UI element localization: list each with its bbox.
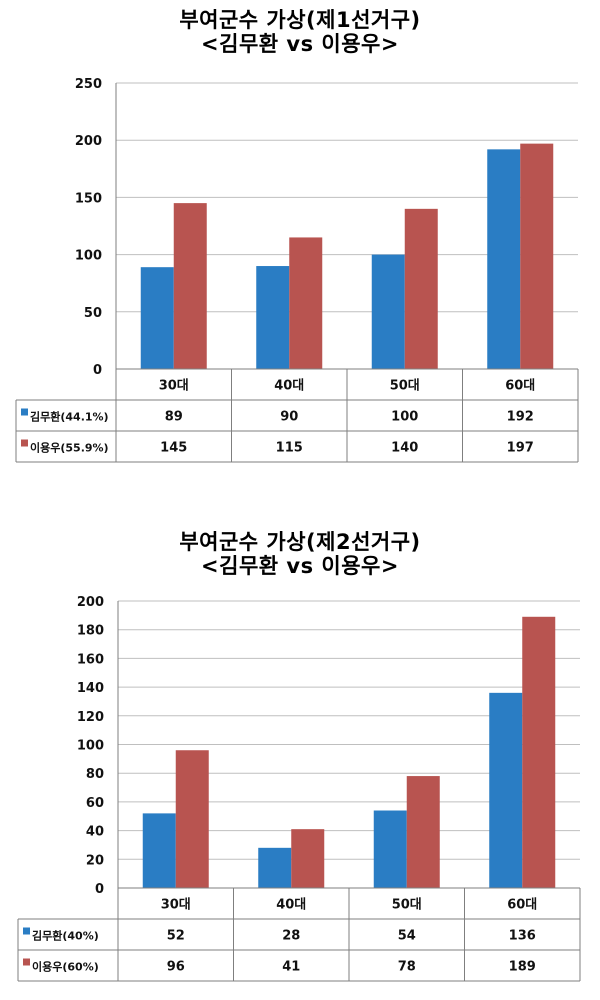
bar-series2 bbox=[406, 776, 440, 888]
category-label: 30대 bbox=[161, 898, 191, 913]
bar-series2 bbox=[522, 616, 556, 888]
y-tick-label: 150 bbox=[75, 191, 102, 206]
bar-series2 bbox=[520, 143, 554, 369]
bar-series2 bbox=[404, 208, 438, 369]
bar-series1 bbox=[140, 267, 174, 369]
data-table-value: 78 bbox=[398, 960, 416, 975]
bar-series1 bbox=[256, 266, 290, 369]
category-label: 60대 bbox=[505, 379, 535, 394]
data-table-value: 41 bbox=[282, 960, 300, 975]
bar-series1 bbox=[489, 692, 523, 888]
data-table-value: 28 bbox=[282, 929, 300, 944]
data-table-value: 197 bbox=[507, 441, 534, 456]
y-tick-label: 0 bbox=[93, 363, 102, 378]
data-table-value: 96 bbox=[167, 960, 185, 975]
y-tick-label: 20 bbox=[86, 853, 104, 868]
y-tick-label: 50 bbox=[84, 306, 102, 321]
bar-series2 bbox=[175, 750, 209, 888]
y-tick-label: 100 bbox=[77, 739, 104, 754]
category-label: 50대 bbox=[392, 898, 422, 913]
data-table-value: 89 bbox=[165, 410, 183, 425]
category-label: 40대 bbox=[276, 898, 306, 913]
y-tick-label: 200 bbox=[77, 595, 104, 610]
y-tick-label: 120 bbox=[77, 710, 104, 725]
y-tick-label: 40 bbox=[86, 825, 104, 840]
bar-series1 bbox=[142, 813, 176, 888]
legend-label: 김무환(40%) bbox=[32, 929, 99, 943]
legend-label: 이용우(55.9%) bbox=[30, 441, 109, 455]
chart-1-title: 부여군수 가상(제1선거구) <김무환 vs 이용우> bbox=[0, 8, 600, 56]
bar-series2 bbox=[291, 829, 325, 888]
y-tick-label: 140 bbox=[77, 681, 104, 696]
category-label: 40대 bbox=[274, 379, 304, 394]
legend-key-series1 bbox=[21, 408, 28, 416]
bar-series1 bbox=[373, 810, 407, 888]
y-tick-label: 60 bbox=[86, 796, 104, 811]
legend-label: 이용우(60%) bbox=[32, 960, 99, 974]
legend-key-series1 bbox=[23, 927, 30, 935]
data-table-value: 145 bbox=[160, 441, 187, 456]
y-tick-label: 80 bbox=[86, 767, 104, 782]
y-tick-label: 160 bbox=[77, 652, 104, 667]
data-table-value: 115 bbox=[276, 441, 303, 456]
chart-1-title-line1: 부여군수 가상(제1선거구) bbox=[179, 8, 421, 32]
legend-key-series2 bbox=[21, 439, 28, 447]
y-tick-label: 0 bbox=[95, 882, 104, 897]
chart-2: 부여군수 가상(제2선거구) <김무환 vs 이용우> 0 20 40 60 80 100… bbox=[0, 518, 600, 1000]
bar-series2 bbox=[289, 237, 323, 369]
bar-series1 bbox=[258, 847, 292, 888]
y-tick-label: 200 bbox=[75, 134, 102, 149]
data-table-value: 52 bbox=[167, 929, 185, 944]
chart-1: 부여군수 가상(제1선거구) <김무환 vs 이용우> 0 50 100 150 200… bbox=[0, 0, 600, 480]
y-tick-label: 180 bbox=[77, 624, 104, 639]
chart-2-title-line1: 부여군수 가상(제2선거구) bbox=[179, 530, 421, 554]
chart-2-plot: 0 20 40 60 80 100 120 140 160 180 200 30대 40대 50대 60대김… bbox=[17, 595, 581, 982]
y-tick-label: 250 bbox=[75, 77, 102, 92]
category-label: 60대 bbox=[507, 898, 537, 913]
category-label: 30대 bbox=[159, 379, 189, 394]
data-table-value: 189 bbox=[509, 960, 536, 975]
category-label: 50대 bbox=[390, 379, 420, 394]
bar-series1 bbox=[487, 149, 521, 369]
data-table-value: 90 bbox=[280, 410, 298, 425]
chart-2-title: 부여군수 가상(제2선거구) <김무환 vs 이용우> bbox=[0, 530, 600, 578]
data-table-value: 136 bbox=[509, 929, 536, 944]
bar-series1 bbox=[371, 254, 405, 369]
legend-label: 김무환(44.1%) bbox=[30, 410, 109, 424]
legend-key-series2 bbox=[23, 958, 30, 966]
data-table-value: 192 bbox=[507, 410, 534, 425]
y-tick-label: 100 bbox=[75, 249, 102, 264]
data-table-value: 140 bbox=[391, 441, 418, 456]
chart-1-title-line2: <김무환 vs 이용우> bbox=[201, 32, 399, 56]
chart-2-title-line2: <김무환 vs 이용우> bbox=[201, 554, 399, 578]
bar-series2 bbox=[173, 203, 207, 369]
data-table-value: 54 bbox=[398, 929, 416, 944]
data-table-value: 100 bbox=[391, 410, 418, 425]
